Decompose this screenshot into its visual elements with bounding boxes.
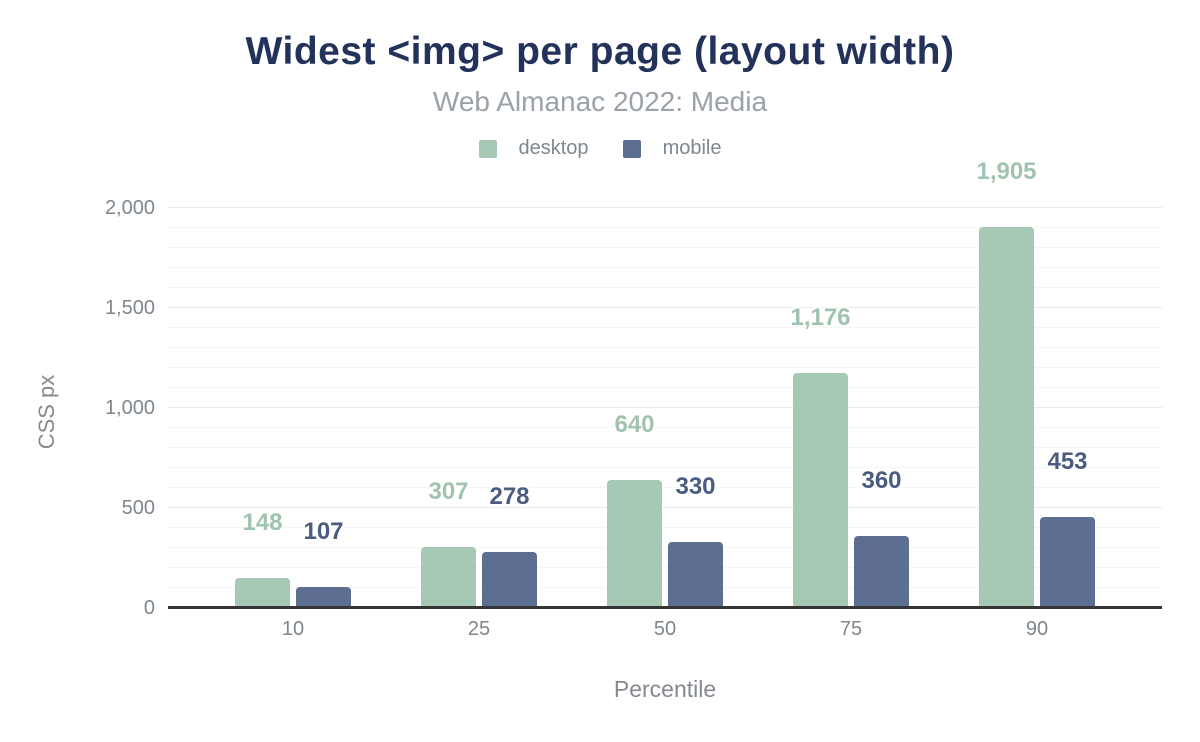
x-axis-title: Percentile xyxy=(613,676,717,702)
minor-gridline xyxy=(168,447,1162,448)
y-tick-label: 2,000 xyxy=(104,197,155,219)
data-label-mobile-p90: 453 xyxy=(1047,448,1088,476)
major-gridline xyxy=(168,407,1162,408)
data-label-mobile-p75: 360 xyxy=(861,467,902,494)
bar-mobile-p10 xyxy=(296,586,351,608)
minor-gridline xyxy=(168,367,1162,368)
minor-gridline xyxy=(168,527,1162,528)
minor-gridline xyxy=(168,427,1162,428)
minor-gridline xyxy=(168,567,1162,568)
legend-label-mobile: mobile xyxy=(662,137,722,159)
minor-gridline xyxy=(168,287,1162,288)
minor-gridline xyxy=(168,587,1162,588)
mobile-swatch-icon xyxy=(622,139,641,158)
chart-title: Widest <img> per page (layout width) xyxy=(245,30,955,73)
bar-desktop-p25 xyxy=(421,546,476,608)
bar-mobile-p75 xyxy=(854,536,909,608)
minor-gridline xyxy=(168,547,1162,548)
bar-mobile-p25 xyxy=(482,552,537,608)
x-tick-label: 25 xyxy=(467,618,491,640)
desktop-swatch-icon xyxy=(478,139,497,158)
data-label-mobile-p25: 278 xyxy=(489,483,530,511)
minor-gridline xyxy=(168,247,1162,248)
y-tick-label: 500 xyxy=(121,497,155,519)
minor-gridline xyxy=(168,347,1162,348)
x-tick-label: 50 xyxy=(653,618,677,640)
x-axis-line xyxy=(168,606,1162,609)
data-label-mobile-p10: 107 xyxy=(303,517,344,545)
legend: desktop mobile xyxy=(0,137,1200,160)
chart-subtitle: Web Almanac 2022: Media xyxy=(432,86,768,117)
y-tick-label: 0 xyxy=(143,597,155,619)
bar-desktop-p90 xyxy=(979,227,1034,608)
bar-desktop-p75 xyxy=(793,372,848,608)
bar-desktop-p10 xyxy=(235,578,290,608)
plot-area: 148 107 307 278 640 330 1,176 360 1,905 453 xyxy=(168,158,1162,609)
data-label-desktop-p75: 1,176 xyxy=(790,303,851,331)
data-label-mobile-p50: 330 xyxy=(675,473,716,500)
minor-gridline xyxy=(168,227,1162,228)
legend-item-desktop: desktop xyxy=(478,137,589,160)
x-tick-label: 75 xyxy=(839,618,863,640)
data-label-desktop-p10: 148 xyxy=(242,509,283,537)
bar-mobile-p90 xyxy=(1040,517,1095,608)
x-tick-label: 10 xyxy=(281,618,305,640)
minor-gridline xyxy=(168,487,1162,488)
data-label-desktop-p90: 1,905 xyxy=(976,158,1037,185)
minor-gridline xyxy=(168,467,1162,468)
major-gridline xyxy=(168,207,1162,208)
minor-gridline xyxy=(168,327,1162,328)
x-tick-label: 90 xyxy=(1025,618,1049,640)
minor-gridline xyxy=(168,267,1162,268)
major-gridline xyxy=(168,507,1162,508)
bar-desktop-p50 xyxy=(607,480,662,608)
bar-mobile-p50 xyxy=(668,542,723,608)
data-label-desktop-p50: 640 xyxy=(614,411,655,438)
major-gridline xyxy=(168,307,1162,308)
minor-gridline xyxy=(168,387,1162,388)
legend-item-mobile: mobile xyxy=(622,137,722,160)
y-tick-label: 1,500 xyxy=(104,297,155,319)
data-label-desktop-p25: 307 xyxy=(428,477,469,505)
y-tick-label: 1,000 xyxy=(104,397,155,419)
legend-label-desktop: desktop xyxy=(518,137,589,159)
